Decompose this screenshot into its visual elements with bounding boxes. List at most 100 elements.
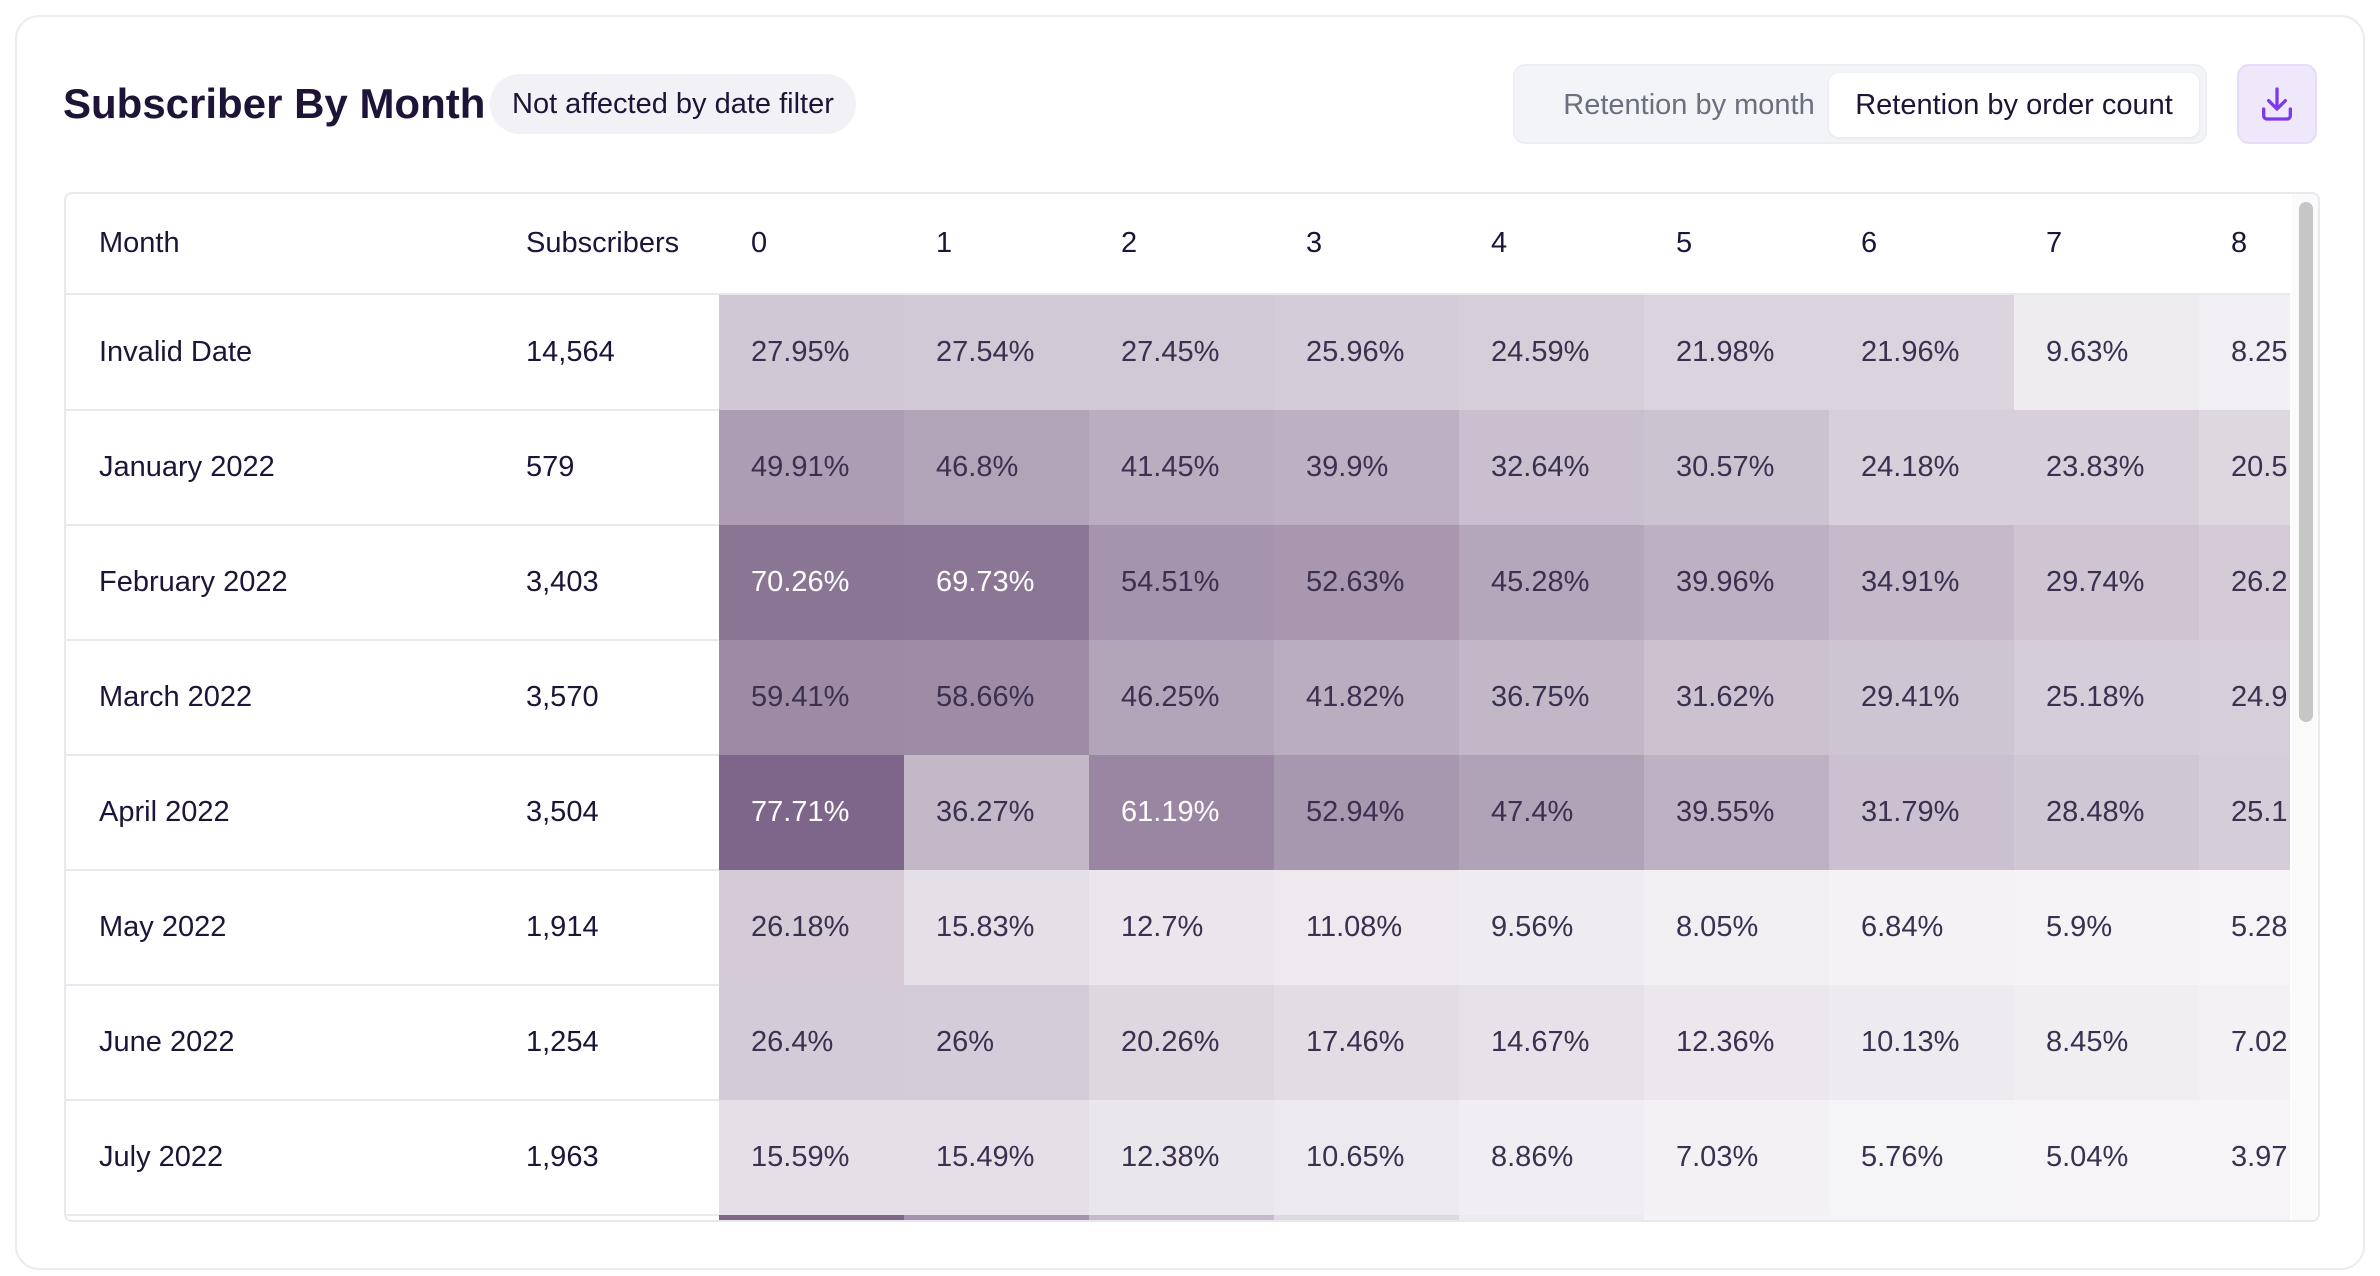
column-header: 6	[1861, 227, 1878, 259]
row-divider	[66, 524, 719, 526]
retention-cell: 5.04%	[2014, 1100, 2199, 1215]
retention-cell: 69.73%	[904, 525, 1089, 640]
retention-cell: 28.48%	[2014, 755, 2199, 870]
column-header: 4	[1491, 227, 1508, 259]
retention-cell: 36.75%	[1459, 640, 1644, 755]
column-header: 2	[1121, 227, 1138, 259]
retention-cell: 54.51%	[1089, 525, 1274, 640]
retention-cell: 10.13%	[1829, 985, 2014, 1100]
retention-cell: 70.26%	[719, 525, 904, 640]
row-divider	[66, 754, 719, 756]
retention-cell: 17.46%	[1274, 985, 1459, 1100]
partial-row-cell	[1829, 1215, 2014, 1220]
row-divider	[66, 869, 719, 871]
retention-cell: 15.83%	[904, 870, 1089, 985]
subscribers-cell: 1,254	[526, 1026, 599, 1058]
table-row[interactable]: February 2022 3,403 70.26% 69.73% 54.51% 52.6…	[66, 525, 2290, 640]
retention-cell: 58.66%	[904, 640, 1089, 755]
retention-cell: 21.96%	[1829, 295, 2014, 410]
retention-toggle: Retention by month Retention by order co…	[1513, 64, 2207, 144]
table-row[interactable]: Invalid Date 14,564 27.95% 27.54% 27.45% 25.9…	[66, 295, 2290, 410]
column-header: 7	[2046, 227, 2063, 259]
column-header: 0	[751, 227, 768, 259]
retention-cell: 8.86%	[1459, 1100, 1644, 1215]
retention-cell: 26.18%	[719, 870, 904, 985]
column-header: 5	[1676, 227, 1693, 259]
retention-cell: 26.2	[2199, 525, 2290, 640]
retention-by-month-tab[interactable]: Retention by month	[1563, 89, 1815, 121]
retention-cell: 46.25%	[1089, 640, 1274, 755]
scrollbar-thumb[interactable]	[2299, 202, 2313, 722]
date-filter-badge: Not affected by date filter	[490, 74, 856, 134]
row-divider	[66, 1214, 719, 1216]
retention-cell: 26%	[904, 985, 1089, 1100]
table-row[interactable]: January 2022 579 49.91% 46.8% 41.45% 39.9% 32.…	[66, 410, 2290, 525]
retention-cell: 15.59%	[719, 1100, 904, 1215]
retention-table-body: Month Subscribers 0 1 2 3 4 5 6 7 8 Invalid Date 14…	[66, 194, 2290, 1220]
subscribers-cell: 3,504	[526, 796, 599, 828]
table-row[interactable]: May 2022 1,914 26.18% 15.83% 12.7% 11.08% 9.56…	[66, 870, 2290, 985]
vertical-scrollbar[interactable]	[2292, 194, 2318, 1220]
retention-cell: 24.18%	[1829, 410, 2014, 525]
retention-cell: 20.5	[2199, 410, 2290, 525]
retention-cell: 29.41%	[1829, 640, 2014, 755]
retention-cell: 12.36%	[1644, 985, 1829, 1100]
retention-by-order-count-tab[interactable]: Retention by order count	[1829, 73, 2199, 137]
month-cell: June 2022	[99, 1026, 235, 1058]
retention-cell: 7.02	[2199, 985, 2290, 1100]
retention-cell: 11.08%	[1274, 870, 1459, 985]
subscribers-cell: 579	[526, 451, 575, 483]
retention-cell: 39.55%	[1644, 755, 1829, 870]
retention-cell: 41.82%	[1274, 640, 1459, 755]
column-header: 1	[936, 227, 953, 259]
table-row[interactable]: July 2022 1,963 15.59% 15.49% 12.38% 10.65% 8.…	[66, 1100, 2290, 1215]
table-row[interactable]: March 2022 3,570 59.41% 58.66% 46.25% 41.82% 3…	[66, 640, 2290, 755]
subscribers-cell: 1,963	[526, 1141, 599, 1173]
retention-cell: 14.67%	[1459, 985, 1644, 1100]
retention-cell: 5.28	[2199, 870, 2290, 985]
month-cell: Invalid Date	[99, 336, 253, 368]
partial-row-cell	[1274, 1215, 1459, 1220]
month-cell: February 2022	[99, 566, 288, 598]
partial-row-cell	[1644, 1215, 1829, 1220]
table-row[interactable]: June 2022 1,254 26.4% 26% 20.26% 17.46% 14.67%…	[66, 985, 2290, 1100]
retention-cell: 29.74%	[2014, 525, 2199, 640]
column-header: Subscribers	[526, 227, 680, 259]
retention-cell: 15.49%	[904, 1100, 1089, 1215]
subscribers-cell: 14,564	[526, 336, 615, 368]
retention-cell: 26.4%	[719, 985, 904, 1100]
retention-cell: 47.4%	[1459, 755, 1644, 870]
download-button[interactable]	[2237, 64, 2317, 144]
retention-cell: 77.71%	[719, 755, 904, 870]
retention-cell: 23.83%	[2014, 410, 2199, 525]
retention-cell: 25.1	[2199, 755, 2290, 870]
retention-cell: 6.84%	[1829, 870, 2014, 985]
retention-cell: 31.79%	[1829, 755, 2014, 870]
retention-cell: 59.41%	[719, 640, 904, 755]
partial-row-cell	[904, 1215, 1089, 1220]
retention-cell: 39.96%	[1644, 525, 1829, 640]
retention-cell: 25.96%	[1274, 295, 1459, 410]
retention-cell: 52.94%	[1274, 755, 1459, 870]
retention-cell: 32.64%	[1459, 410, 1644, 525]
partial-row-cell	[1459, 1215, 1644, 1220]
retention-cell: 52.63%	[1274, 525, 1459, 640]
month-cell: May 2022	[99, 911, 227, 943]
subscribers-cell: 1,914	[526, 911, 599, 943]
retention-cell: 9.63%	[2014, 295, 2199, 410]
table-row[interactable]: April 2022 3,504 77.71% 36.27% 61.19% 52.94% 4…	[66, 755, 2290, 870]
retention-cell: 12.7%	[1089, 870, 1274, 985]
retention-cell: 34.91%	[1829, 525, 2014, 640]
row-divider	[66, 1099, 719, 1101]
column-header: 8	[2231, 227, 2248, 259]
month-cell: March 2022	[99, 681, 253, 713]
retention-cell: 31.62%	[1644, 640, 1829, 755]
retention-cell: 46.8%	[904, 410, 1089, 525]
month-cell: April 2022	[99, 796, 230, 828]
row-divider	[66, 639, 719, 641]
partial-row-cell	[719, 1215, 904, 1220]
column-header: Month	[99, 227, 180, 259]
retention-cell: 12.38%	[1089, 1100, 1274, 1215]
retention-cell: 10.65%	[1274, 1100, 1459, 1215]
retention-cell: 24.59%	[1459, 295, 1644, 410]
